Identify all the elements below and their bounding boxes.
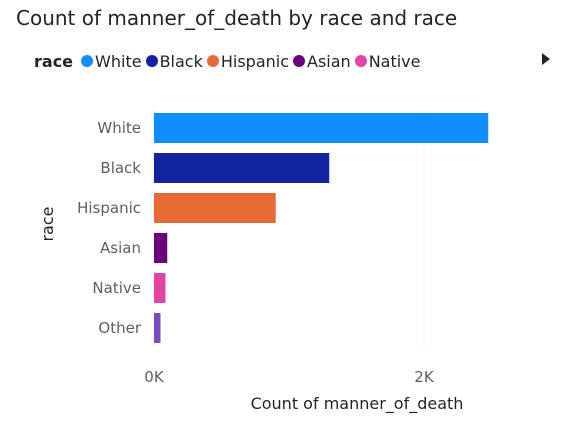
x-axis-title: Count of manner_of_death — [251, 394, 464, 414]
legend-label: White — [95, 51, 142, 71]
x-tick-label: 0K — [144, 368, 165, 386]
legend-label: Asian — [307, 51, 351, 71]
y-tick-label: Black — [100, 159, 141, 177]
bar-native — [154, 273, 166, 303]
legend-marker — [81, 55, 94, 67]
x-tick-label: 2K — [414, 368, 435, 386]
bar-white — [154, 113, 489, 143]
y-tick-label: Native — [92, 279, 141, 297]
legend-marker — [293, 55, 306, 67]
y-tick-label: Other — [98, 319, 141, 337]
bar-hispanic — [154, 193, 276, 223]
bar-other — [154, 313, 161, 343]
y-tick-label: Hispanic — [77, 199, 141, 217]
legend-marker — [145, 55, 158, 67]
legend-item-asian[interactable]: Asian — [293, 52, 351, 71]
legend: race White Black Hispanic Asian Native — [34, 50, 425, 72]
legend-item-native[interactable]: Native — [354, 51, 421, 71]
y-axis-title: race — [38, 206, 57, 241]
legend-item-black[interactable]: Black — [145, 51, 203, 71]
legend-item-hispanic[interactable]: Hispanic — [206, 51, 290, 71]
legend-label: Hispanic — [220, 51, 290, 71]
y-tick-label: Asian — [100, 239, 141, 257]
legend-next-icon[interactable] — [542, 53, 550, 65]
legend-label: Native — [368, 51, 421, 71]
y-tick-label: White — [97, 119, 141, 137]
bar-asian — [154, 233, 168, 263]
chart-title: Count of manner_of_death by race and rac… — [16, 6, 458, 30]
legend-title: race — [34, 51, 74, 71]
legend-item-white[interactable]: White — [81, 52, 142, 71]
legend-marker — [206, 55, 219, 67]
legend-marker — [354, 55, 367, 67]
bar-black — [154, 153, 330, 183]
legend-label: Black — [159, 51, 203, 71]
